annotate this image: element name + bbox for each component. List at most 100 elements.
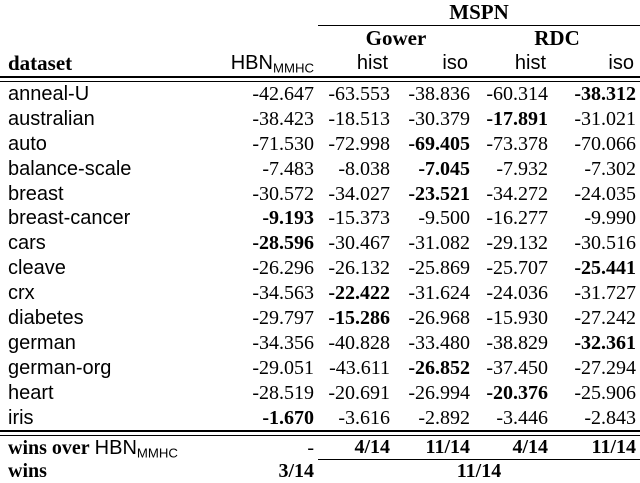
rdc-hist-value-cell: -73.378 (486, 132, 548, 155)
gower-iso-value-cell: -26.852 (408, 356, 470, 379)
gower-hist-column-header: hist (356, 52, 388, 74)
gower-hist-value-cell: -30.467 (328, 232, 390, 255)
gower-subgroup-header: Gower (365, 26, 427, 50)
table-row: balance-scale -7.483 -8.038 -7.045 -7.93… (0, 157, 640, 182)
rdc-iso-value-cell: -70.066 (574, 132, 636, 155)
wins-hbn-cell: 3/14 (278, 460, 314, 483)
rdc-iso-value-cell: -27.242 (574, 306, 636, 329)
rdc-hist-value-cell: -7.932 (496, 157, 548, 180)
table-header: MSPN Gower RDC dataset HBNMMHC hist iso … (0, 0, 640, 82)
dataset-cell: iris (8, 406, 34, 429)
hbn-label: HBN (230, 52, 273, 74)
dataset-cell: anneal-U (8, 82, 90, 105)
rdc-iso-value-cell: -2.843 (584, 406, 636, 429)
dataset-cell: auto (8, 132, 47, 155)
gower-hist-value-cell: -18.513 (328, 107, 390, 130)
table-row: crx -34.563 -22.422 -31.624 -24.036 -31.… (0, 281, 640, 306)
wins-over-gower-iso-cell: 11/14 (394, 435, 474, 461)
table-row: german -34.356 -40.828 -33.480 -38.829 -… (0, 331, 640, 356)
gower-hist-value-cell: -72.998 (328, 132, 390, 155)
hbn-value-cell: -9.193 (262, 207, 314, 230)
rdc-iso-value-cell: -30.516 (574, 232, 636, 255)
rdc-hist-value-cell: -34.272 (486, 182, 548, 205)
rdc-hist-value-cell: -25.707 (486, 257, 548, 280)
table-row: iris -1.670 -3.616 -2.892 -3.446 -2.843 (0, 406, 640, 432)
rdc-iso-value-cell: -7.302 (584, 157, 636, 180)
hbn-label: HBNMMHC (94, 436, 178, 460)
rdc-iso-value-cell: -38.312 (574, 82, 636, 105)
dataset-cell: breast-cancer (8, 207, 131, 230)
dataset-cell: cleave (8, 257, 66, 280)
gower-hist-value-cell: -15.373 (328, 207, 390, 230)
gower-iso-value-cell: -69.405 (408, 132, 470, 155)
table-row: diabetes -29.797 -15.286 -26.968 -15.930… (0, 306, 640, 331)
hbn-value-cell: -7.483 (262, 157, 314, 180)
rdc-hist-value-cell: -20.376 (486, 381, 548, 404)
gower-hist-value-cell: -22.422 (328, 282, 390, 305)
gower-iso-value-cell: -38.836 (408, 82, 470, 105)
hbn-value-cell: -42.647 (252, 82, 314, 105)
wins-over-label: wins over (8, 436, 90, 459)
footer-double-rule (0, 430, 640, 437)
rdc-iso-column-header: iso (608, 52, 634, 74)
hbn-subscript: MMHC (272, 60, 314, 76)
gower-iso-value-cell: -33.480 (408, 331, 470, 354)
gower-iso-value-cell: -26.994 (408, 381, 470, 404)
table-row: cleave -26.296 -26.132 -25.869 -25.707 -… (0, 256, 640, 281)
column-header-row: dataset HBNMMHC hist iso hist iso (0, 51, 640, 77)
hbn-column-header: HBNMMHC (196, 51, 318, 77)
dataset-cell: balance-scale (8, 157, 132, 180)
rdc-hist-column-header: hist (514, 52, 546, 74)
rdc-hist-value-cell: -24.036 (486, 282, 548, 305)
rdc-hist-value-cell: -29.132 (486, 232, 548, 255)
mspn-group-header: MSPN (318, 0, 640, 26)
rdc-hist-value-cell: -17.891 (486, 107, 548, 130)
wins-over-hbn-cell: - (307, 436, 314, 459)
gower-hist-value-cell: -63.553 (328, 82, 390, 105)
gower-iso-value-cell: -2.892 (418, 406, 470, 429)
dataset-column-header: dataset (8, 51, 73, 75)
hbn-value-cell: -28.596 (252, 232, 314, 255)
wins-mspn-cell: 11/14 (456, 460, 502, 483)
hbn-value-cell: -38.423 (252, 107, 314, 130)
table-body: anneal-U -42.647 -63.553 -38.836 -60.314… (0, 82, 640, 432)
hbn-value-cell: -30.572 (252, 182, 314, 205)
wins-over-rdc-iso-cell: 11/14 (552, 435, 640, 461)
hbn-value-cell: -28.519 (252, 381, 314, 404)
rdc-hist-value-cell: -60.314 (486, 82, 548, 105)
rdc-iso-value-cell: -25.906 (574, 381, 636, 404)
gower-hist-value-cell: -20.691 (328, 381, 390, 404)
table-footer: wins over HBNMMHC - 4/14 11/14 4/14 11/1… (0, 430, 640, 483)
rdc-hist-value-cell: -38.829 (486, 331, 548, 354)
table-row: breast -30.572 -34.027 -23.521 -34.272 -… (0, 182, 640, 207)
wins-row: wins 3/14 11/14 (0, 460, 640, 483)
gower-iso-value-cell: -26.968 (408, 306, 470, 329)
wins-label: wins (8, 460, 47, 483)
hbn-value-cell: -71.530 (252, 132, 314, 155)
subgroup-header-row: Gower RDC (0, 26, 640, 52)
gower-hist-value-cell: -34.027 (328, 182, 390, 205)
gower-iso-value-cell: -9.500 (418, 207, 470, 230)
rdc-subgroup-header: RDC (534, 26, 580, 50)
dataset-cell: crx (8, 282, 35, 305)
table-row: anneal-U -42.647 -63.553 -38.836 -60.314… (0, 82, 640, 107)
group-header-row: MSPN (0, 0, 640, 26)
rdc-iso-value-cell: -31.727 (574, 282, 636, 305)
wins-over-rdc-hist-cell: 4/14 (474, 435, 552, 461)
hbn-value-cell: -29.797 (252, 306, 314, 329)
dataset-cell: german (8, 331, 76, 354)
gower-hist-value-cell: -3.616 (338, 406, 390, 429)
dataset-cell: breast (8, 182, 64, 205)
gower-hist-value-cell: -40.828 (328, 331, 390, 354)
hbn-value-cell: -34.563 (252, 282, 314, 305)
gower-iso-value-cell: -7.045 (418, 157, 470, 180)
rdc-hist-value-cell: -3.446 (496, 406, 548, 429)
hbn-subscript: MMHC (136, 445, 178, 460)
rdc-iso-value-cell: -32.361 (574, 331, 636, 354)
gower-iso-column-header: iso (442, 52, 468, 74)
gower-hist-value-cell: -43.611 (329, 356, 390, 379)
dataset-cell: heart (8, 381, 54, 404)
hbn-value-cell: -34.356 (252, 331, 314, 354)
hbn-value-cell: -26.296 (252, 257, 314, 280)
